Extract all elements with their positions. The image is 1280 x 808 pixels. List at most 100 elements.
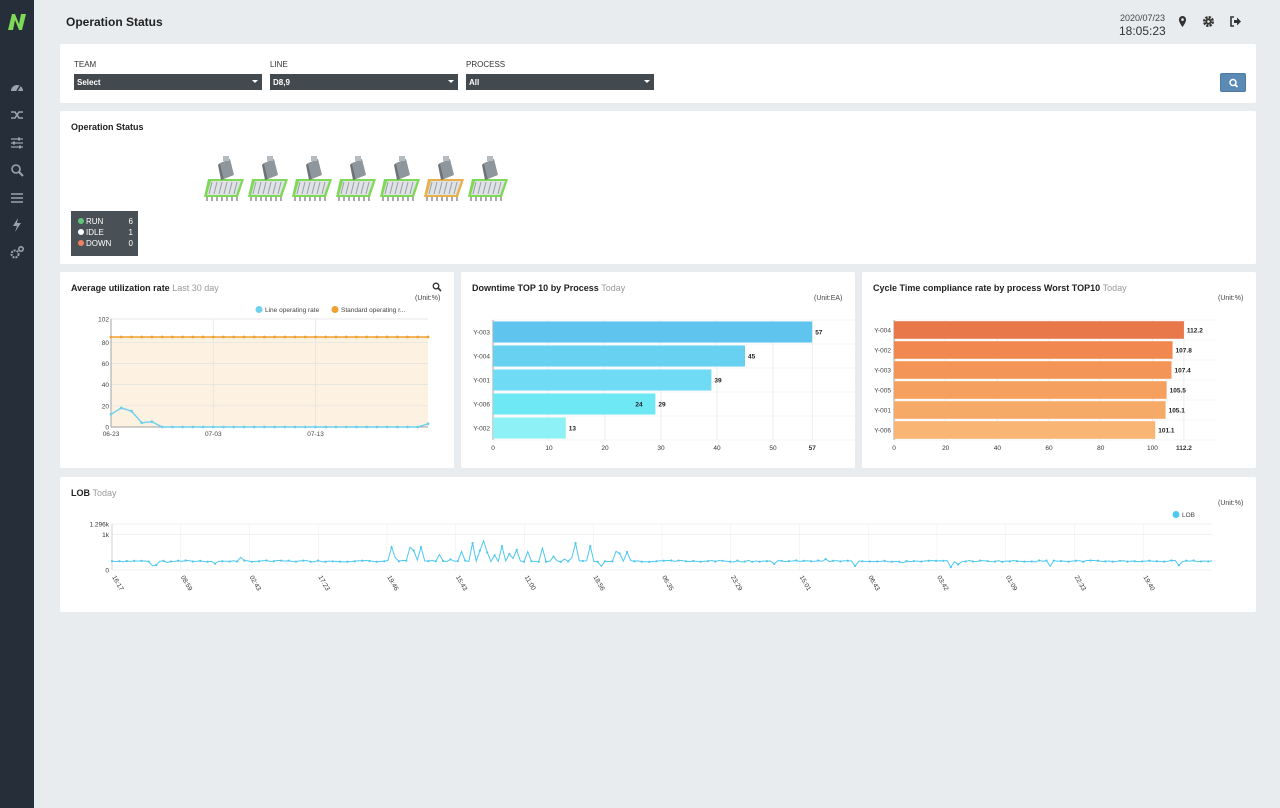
machine-head — [396, 159, 410, 179]
data-point — [1001, 560, 1004, 563]
data-point — [201, 425, 205, 429]
downtime-title: Downtime TOP 10 by Process Today — [472, 283, 625, 293]
machine-rail — [433, 181, 438, 195]
data-point — [314, 335, 317, 339]
list-icon[interactable] — [9, 190, 25, 206]
zoom-icon[interactable] — [432, 282, 442, 292]
bolt-icon[interactable] — [9, 217, 25, 233]
data-point — [273, 335, 277, 339]
downtime-chart: 0 10 20 30 40 50 57 Y-003 57 Y-004 45 Y-001 39 Y-006 2… — [473, 319, 855, 452]
team-select[interactable]: Select — [74, 74, 262, 90]
machine-bed — [295, 181, 329, 195]
data-point — [942, 559, 945, 562]
data-point — [1067, 560, 1070, 563]
data-point — [1126, 560, 1129, 563]
data-point — [971, 560, 974, 563]
data-point — [331, 560, 334, 563]
x-tick-label: 30 — [657, 445, 665, 452]
data-point — [957, 563, 960, 566]
cycletime-title: Cycle Time compliance rate by process Wo… — [873, 283, 1127, 293]
machine-rail — [360, 181, 365, 195]
machine-rail — [355, 181, 360, 195]
gear-icon[interactable] — [1202, 15, 1215, 28]
machine-head — [308, 159, 322, 179]
data-point — [1199, 560, 1203, 563]
dashboard-icon[interactable] — [9, 80, 25, 96]
data-point — [324, 425, 328, 429]
x-tick-label: 112.2 — [1176, 445, 1192, 452]
data-point — [1177, 564, 1180, 567]
data-point — [419, 545, 423, 549]
category-label: Y-006 — [473, 402, 490, 409]
data-point — [242, 335, 246, 339]
line-select[interactable]: D8,9 — [270, 74, 458, 90]
x-tick-label: 19:40 — [1142, 575, 1156, 593]
machine-head — [440, 159, 454, 179]
data-point — [130, 409, 133, 413]
data-point — [147, 560, 150, 563]
data-point — [846, 559, 849, 562]
downtime-panel: Downtime TOP 10 by Process Today (Unit:E… — [461, 272, 855, 468]
search-icon[interactable] — [9, 162, 25, 178]
data-point — [1096, 559, 1100, 562]
chevron-down-icon — [644, 80, 650, 83]
y-tick-label: 80 — [102, 340, 110, 347]
app-logo[interactable] — [6, 12, 28, 32]
data-point — [160, 335, 164, 339]
data-point — [949, 566, 952, 569]
data-point — [395, 425, 399, 429]
sliders-icon[interactable] — [9, 135, 25, 151]
lob-subtitle: Today — [92, 488, 117, 498]
machine-bed — [339, 181, 373, 195]
data-point — [162, 559, 165, 562]
machine-top — [311, 156, 317, 161]
data-point — [426, 422, 430, 426]
cycletime-subtitle: Today — [1102, 283, 1127, 293]
process-select[interactable]: All — [466, 74, 654, 90]
data-point — [324, 335, 328, 339]
utilization-subtitle: Last 30 day — [172, 283, 219, 293]
sign-out-icon[interactable] — [1229, 15, 1242, 28]
machine-top — [223, 156, 229, 161]
cycletime-unit: (Unit:%) — [1218, 295, 1244, 302]
search-button[interactable] — [1220, 73, 1246, 92]
bar — [493, 321, 813, 343]
machine-head — [352, 159, 366, 179]
data-point — [160, 425, 164, 429]
shuffle-icon[interactable] — [9, 107, 25, 123]
standard-area — [111, 337, 428, 427]
data-point — [355, 425, 358, 429]
data-point — [265, 559, 268, 562]
data-point — [397, 560, 401, 563]
team-select-value: Select — [77, 78, 101, 87]
data-point — [802, 559, 805, 562]
data-point — [574, 541, 577, 545]
machine-row — [204, 156, 508, 201]
legend-run-label: RUN — [86, 217, 104, 226]
machine-idle — [424, 156, 464, 201]
legend-down-label: DOWN — [86, 239, 112, 248]
x-tick-label: 02:43 — [248, 575, 262, 593]
data-point — [927, 559, 930, 562]
data-point — [537, 560, 540, 563]
data-point — [221, 560, 224, 563]
data-point — [211, 425, 215, 429]
data-point — [272, 560, 275, 563]
cogs-icon[interactable] — [9, 245, 25, 261]
machine-rail — [316, 181, 321, 195]
data-point — [316, 559, 320, 562]
data-point — [375, 560, 378, 563]
process-select-value: All — [469, 78, 480, 87]
data-point — [721, 559, 724, 562]
data-point — [222, 335, 225, 339]
machine-rail — [477, 181, 482, 195]
machine-rail — [428, 181, 433, 195]
machine-rail — [350, 181, 355, 195]
data-point — [684, 560, 688, 563]
data-point — [181, 425, 184, 429]
utilization-panel: Average utilization rate Last 30 day (Un… — [60, 272, 454, 468]
map-marker-icon[interactable] — [1176, 15, 1189, 28]
machine-rail — [487, 181, 492, 195]
data-point — [125, 559, 128, 563]
data-point — [500, 544, 504, 548]
